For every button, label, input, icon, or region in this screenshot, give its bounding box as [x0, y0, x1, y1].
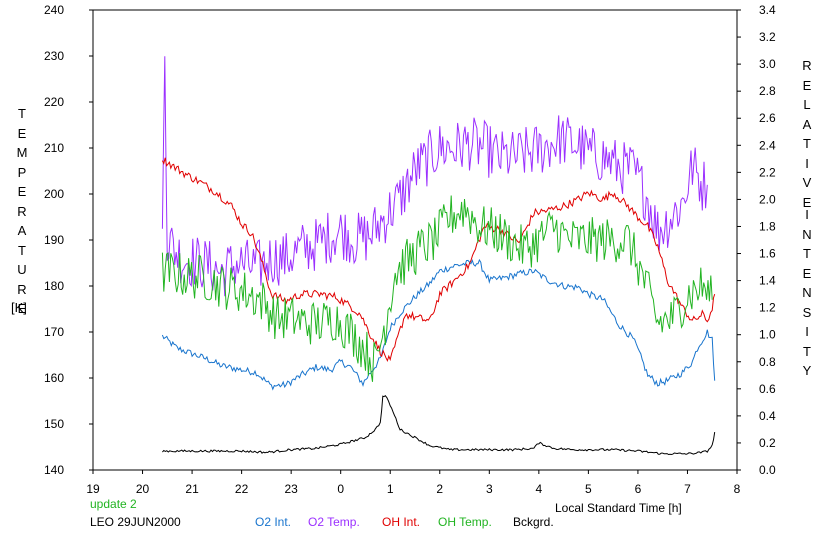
right-tick-label: 2.0 [759, 192, 776, 206]
legend-entry: OH Temp. [438, 515, 492, 529]
left-tick-label: 190 [44, 233, 64, 247]
left-tick-label: 170 [44, 325, 64, 339]
right-tick-label: 2.4 [759, 138, 776, 152]
axis-label-letter: L [803, 97, 811, 112]
left-tick-label: 200 [44, 187, 64, 201]
axis-label-letter: I [805, 324, 809, 339]
x-tick-label: 20 [136, 482, 150, 496]
right-tick-label: 1.2 [759, 301, 776, 315]
axis-label-letter: I [805, 155, 809, 171]
series-lines [161, 56, 716, 456]
axis-label-letter: R [17, 281, 27, 297]
x-tick-label: 21 [185, 482, 199, 496]
axis-label-letter: T [18, 106, 26, 121]
x-tick-label: 3 [486, 482, 493, 496]
axis-label-letter: A [17, 223, 27, 238]
legend-entry: O2 Int. [255, 515, 292, 529]
x-tick-label: 4 [536, 482, 543, 496]
left-tick-label: 240 [44, 3, 64, 17]
right-tick-label: 2.8 [759, 84, 776, 98]
axis-label-letter: P [17, 164, 27, 180]
x-tick-label: 8 [734, 482, 741, 496]
axis-label-letter: V [802, 175, 812, 190]
axis-label-letter: S [802, 304, 812, 320]
x-tick-label: 22 [235, 482, 249, 496]
right-tick-label: 0.0 [759, 463, 776, 477]
left-tick-label: 180 [44, 279, 64, 293]
legend-entry: OH Int. [382, 515, 421, 529]
axis-label-letter: T [18, 242, 26, 258]
right-tick-label: 0.6 [759, 382, 776, 396]
axis-label-letter: E [17, 125, 27, 141]
left-tick-label: 160 [44, 371, 64, 385]
axis-label-letter: N [802, 285, 812, 300]
x-tick-label: 23 [284, 482, 298, 496]
x-axis-ticks: 19 20 21 22 23 0 1 2 3 4 5 6 7 8 [86, 470, 741, 496]
series-line-oh-temp [161, 195, 713, 382]
x-tick-label: 0 [337, 482, 344, 496]
axis-label-letter: M [16, 145, 28, 160]
axis-label-letter: A [802, 116, 812, 132]
axis-label-letter: E [802, 265, 812, 281]
axis-label-letter: T [803, 343, 811, 359]
right-tick-label: 0.2 [759, 436, 776, 450]
axis-label-letter: E [802, 77, 812, 93]
axis-label-letter: I [805, 207, 809, 222]
axes-frame [92, 9, 738, 471]
right-tick-label: 0.8 [759, 355, 776, 369]
right-tick-label: 1.4 [759, 274, 776, 288]
axis-label-letter: E [17, 184, 27, 199]
right-tick-label: 1.0 [759, 328, 776, 342]
x-tick-label: 2 [436, 482, 443, 496]
x-tick-label: 19 [86, 482, 100, 496]
right-tick-label: 2.6 [759, 111, 776, 125]
right-tick-label: 2.2 [759, 165, 776, 179]
x-tick-label: 1 [387, 482, 394, 496]
right-tick-label: 3.2 [759, 30, 776, 44]
x-tick-label: 5 [585, 482, 592, 496]
legend-entry: Bckgrd. [513, 515, 554, 529]
right-tick-label: 0.4 [759, 409, 776, 423]
axis-label-letter: U [17, 262, 27, 277]
x-axis-label: Local Standard Time [h] [555, 501, 682, 515]
x-tick-label: 6 [635, 482, 642, 496]
right-axis-ticks: 0.0 0.2 0.4 0.6 0.8 1.0 1.2 1.4 1.6 1.8 2.0 2.2 2.4 2… [737, 3, 776, 477]
plot-frame [92, 9, 738, 471]
update-status: update 2 [90, 497, 137, 511]
right-tick-label: 1.8 [759, 219, 776, 233]
site-date-label: LEO 29JUN2000 [90, 515, 181, 529]
x-tick-label: 7 [684, 482, 691, 496]
right-tick-label: 3.0 [759, 57, 776, 71]
axis-label-letter: R [17, 203, 27, 219]
axis-label-letter: R [802, 58, 812, 73]
left-tick-label: 220 [44, 95, 64, 109]
axis-label-letter: E [17, 301, 27, 316]
axis-label-letter: T [803, 246, 811, 261]
right-tick-label: 3.4 [759, 3, 776, 17]
axis-label-letter: Y [802, 363, 812, 378]
left-axis-unit: [K] [11, 300, 27, 315]
left-axis-ticks: 140 150 160 170 180 190 200 210 220 230 240 [44, 3, 93, 477]
left-tick-label: 210 [44, 141, 64, 155]
axis-label-letter: N [802, 226, 812, 242]
axis-label-letter: E [802, 194, 812, 210]
series-line-bckgrd [162, 395, 716, 456]
left-tick-label: 140 [44, 463, 64, 477]
left-tick-label: 230 [44, 49, 64, 63]
series-line-o2-temp [161, 56, 708, 297]
axis-label-letter: T [803, 136, 811, 151]
right-tick-label: 1.6 [759, 247, 776, 261]
series-line-oh-int [161, 157, 716, 363]
series-line-o2-int [161, 258, 716, 391]
legend-entry: O2 Temp. [308, 515, 360, 529]
left-tick-label: 150 [44, 417, 64, 431]
